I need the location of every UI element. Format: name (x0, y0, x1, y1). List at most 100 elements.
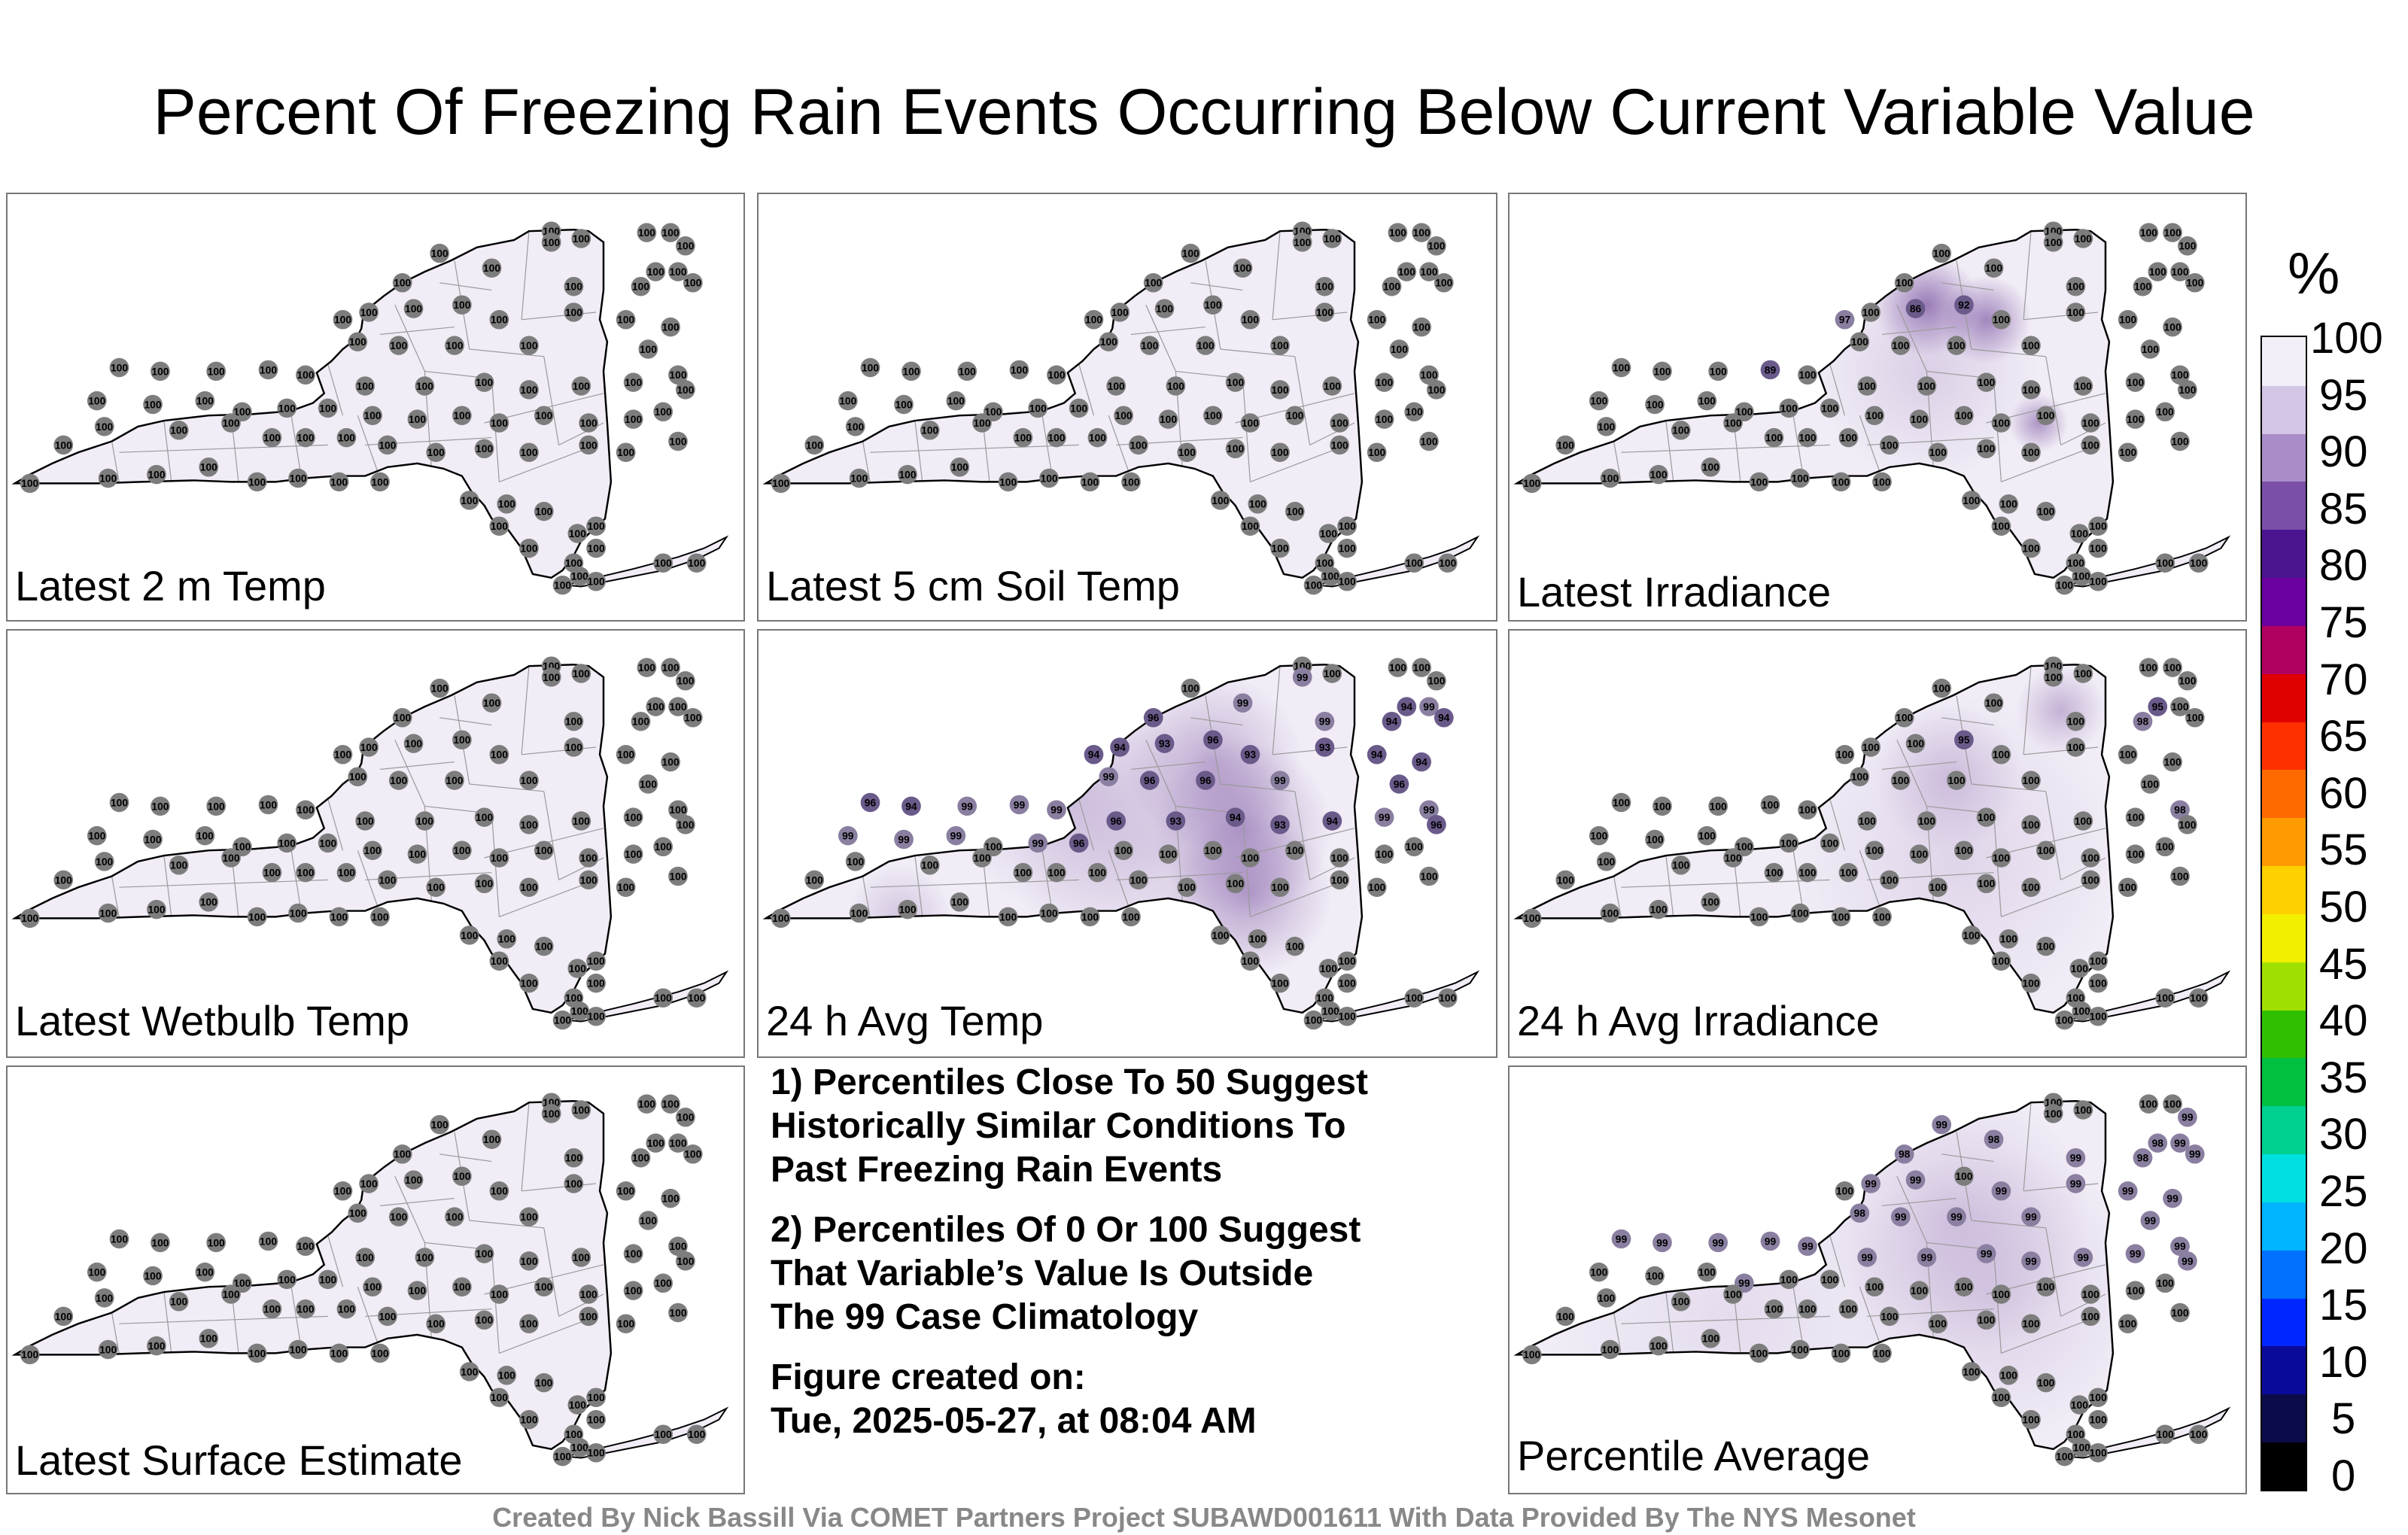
station-marker (1954, 295, 1974, 315)
station-marker (1961, 926, 1981, 945)
county-border (1272, 231, 1281, 320)
station-marker (426, 442, 446, 462)
station-value: 100 (278, 403, 296, 414)
station-marker (1649, 1336, 1668, 1356)
station-marker (661, 223, 680, 242)
station-value: 100 (1196, 340, 1214, 351)
station-value: 100 (296, 804, 314, 816)
station-marker (1158, 844, 1178, 864)
station-marker (571, 664, 591, 683)
station-marker (147, 1336, 166, 1356)
station-value: 100 (895, 399, 912, 410)
station-marker (586, 1006, 606, 1026)
station-marker (1196, 336, 1215, 355)
station-value: 100 (1947, 775, 1965, 786)
station-marker (1303, 575, 1324, 595)
station-value: 100 (571, 571, 588, 582)
station-value: 100 (655, 841, 672, 853)
station-marker (2178, 380, 2197, 400)
station-value: 100 (638, 227, 655, 239)
county-border (1971, 1220, 2046, 1229)
station-marker (519, 1251, 539, 1271)
county-border (543, 356, 560, 445)
station-marker (534, 501, 554, 521)
station-value: 99 (2181, 1112, 2194, 1123)
station-value: 100 (196, 1267, 214, 1278)
station-value: 100 (973, 853, 990, 864)
state-outline (11, 1100, 613, 1451)
station-value: 100 (647, 701, 664, 713)
station-marker (1427, 236, 1446, 256)
station-marker (661, 1188, 680, 1208)
station-marker (1600, 468, 1620, 488)
station-value: 100 (476, 443, 493, 454)
station-value: 100 (1978, 443, 1995, 454)
station-marker (1240, 413, 1260, 433)
station-value: 100 (1963, 495, 1980, 506)
station-value: 100 (1413, 662, 1431, 673)
station-marker (2178, 1251, 2197, 1271)
station-marker (2088, 1388, 2108, 1407)
station-marker (2185, 273, 2205, 293)
station-marker (1723, 413, 1743, 433)
station-marker (318, 833, 338, 853)
station-value: 100 (2090, 521, 2107, 532)
station-value: 100 (338, 868, 355, 879)
station-marker (1412, 317, 1431, 337)
station-value: 99 (1014, 799, 1026, 810)
station-marker (1697, 391, 1717, 411)
station-value: 96 (1110, 816, 1122, 827)
station-value: 100 (655, 406, 672, 418)
station-value: 100 (569, 528, 586, 540)
station-value: 100 (1750, 1348, 1768, 1359)
station-marker (288, 1339, 308, 1360)
station-value: 100 (147, 904, 165, 916)
station-value: 100 (2140, 1099, 2157, 1110)
station-marker (1437, 553, 1458, 573)
station-marker (489, 1181, 509, 1201)
county-border (1621, 879, 1830, 888)
station-value: 100 (222, 418, 239, 429)
station-value: 100 (2022, 882, 2039, 893)
colorbar-segment (2262, 721, 2306, 771)
station-value: 100 (1993, 1289, 2010, 1300)
station-marker (1158, 409, 1178, 429)
station-marker (1367, 442, 1387, 462)
station-value: 100 (999, 911, 1017, 923)
station-value: 100 (1649, 904, 1667, 916)
station-marker (2163, 223, 2182, 242)
station-value: 100 (349, 771, 366, 783)
station-value: 100 (431, 248, 448, 260)
station-value: 100 (617, 447, 634, 458)
station-marker (1270, 973, 1290, 993)
station-marker (2170, 431, 2190, 451)
colorbar-tick-label: 45 (2319, 939, 2368, 989)
station-value: 99 (1861, 1252, 1873, 1263)
station-value: 100 (898, 470, 916, 481)
station-value: 100 (2090, 956, 2107, 967)
station-value: 94 (1114, 742, 1126, 753)
station-marker (676, 380, 695, 400)
station-value: 100 (565, 742, 582, 753)
station-marker (653, 1424, 673, 1444)
station-marker (1330, 413, 1350, 433)
station-value: 100 (1339, 521, 1356, 532)
station-marker (1233, 258, 1253, 278)
station-value: 100 (263, 868, 281, 879)
station-marker (1928, 1314, 1948, 1333)
station-value: 100 (260, 364, 277, 375)
station-marker (1013, 427, 1033, 448)
station-marker (616, 1314, 636, 1333)
station-marker (637, 658, 657, 677)
station-marker (1671, 1292, 1691, 1312)
station-value: 100 (461, 495, 478, 506)
county-border (1859, 1287, 1883, 1350)
station-value: 100 (170, 425, 187, 436)
station-marker (143, 829, 163, 850)
station-value: 99 (1423, 804, 1435, 816)
station-value: 100 (263, 1304, 281, 1315)
station-marker (2185, 708, 2205, 728)
station-marker (2125, 1281, 2145, 1300)
station-value: 99 (1297, 672, 1309, 683)
